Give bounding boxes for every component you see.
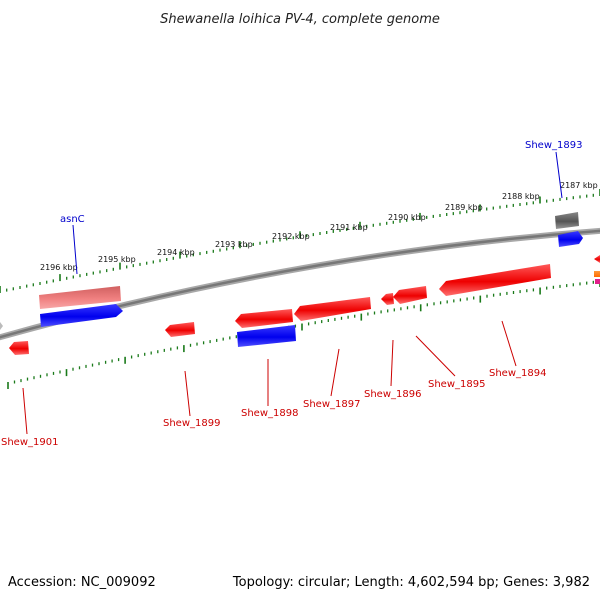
forward-gene-labels: asnC Shew_1893 <box>60 140 582 275</box>
gene-label-shew-1895[interactable]: Shew_1895 <box>428 379 485 390</box>
gene-label-shew-1896[interactable]: Shew_1896 <box>364 389 421 400</box>
reverse-gene-labels: Shew_1894 Shew_1895 Shew_1896 Shew_1897 … <box>1 320 546 448</box>
reverse-strand-features <box>0 264 551 355</box>
gene-shew-1898-feature[interactable] <box>235 309 293 328</box>
gene-asnc-blue-feature[interactable] <box>40 304 123 327</box>
outer-tick-ring <box>0 189 600 293</box>
shew-1896-leader-line <box>390 339 394 387</box>
map-title: Shewanella loihica PV-4, complete genome <box>160 12 440 27</box>
gene-shew-1901-feature[interactable] <box>9 341 29 355</box>
shew-1897-leader-line <box>330 348 340 397</box>
gene-edge-magenta-feature[interactable] <box>595 279 600 284</box>
gene-label-shew-1893[interactable]: Shew_1893 <box>525 140 582 151</box>
tick-label-2188: 2188 kbp <box>502 192 540 201</box>
gene-label-shew-1899[interactable]: Shew_1899 <box>163 418 220 429</box>
tick-label-2195: 2195 kbp <box>98 255 136 264</box>
gene-shew-1895-feature[interactable] <box>393 286 427 304</box>
shew-1895-leader-line <box>415 335 456 377</box>
tick-label-2191: 2191 kbp <box>330 223 368 232</box>
gene-edge-right-feature[interactable] <box>594 255 600 263</box>
tick-label-2187: 2187 kbp <box>560 181 598 190</box>
shew-1901-leader-line <box>22 387 28 435</box>
tick-label-2190: 2190 kbp <box>388 213 426 222</box>
gene-asnc-feature[interactable] <box>39 286 121 309</box>
gene-label-asnc[interactable]: asnC <box>60 214 85 225</box>
genome-summary-text: Topology: circular; Length: 4,602,594 bp… <box>232 575 590 590</box>
kbp-tick-labels: 2196 kbp 2195 kbp 2194 kbp 2193 kbp 2192… <box>40 181 598 272</box>
tick-label-2194: 2194 kbp <box>157 248 195 257</box>
asnc-leader-line <box>72 224 78 275</box>
gene-shew-1899-feature[interactable] <box>165 322 195 337</box>
gene-label-shew-1898[interactable]: Shew_1898 <box>241 408 298 419</box>
tick-label-2193: 2193 kbp <box>215 240 253 249</box>
tick-label-2196: 2196 kbp <box>40 263 78 272</box>
shew-1893-leader-line <box>555 151 563 199</box>
tick-label-2192: 2192 kbp <box>272 232 310 241</box>
gene-edge-orange-feature[interactable] <box>594 271 600 277</box>
gene-label-shew-1894[interactable]: Shew_1894 <box>489 368 546 379</box>
gene-shew-1897-feature[interactable] <box>294 297 371 321</box>
accession-text: Accession: NC_009092 <box>8 575 156 590</box>
gene-shew-1893-blue-feature[interactable] <box>558 231 583 247</box>
shew-1894-leader-line <box>501 320 517 367</box>
tick-label-2189: 2189 kbp <box>445 203 483 212</box>
forward-strand-features <box>39 212 600 327</box>
gene-shew-1894-feature[interactable] <box>439 264 551 296</box>
gene-shew-1898-blue-feature[interactable] <box>237 325 296 347</box>
gene-shew-1896-feature[interactable] <box>381 293 394 305</box>
gene-shew-1893-feature[interactable] <box>555 212 579 229</box>
shew-1899-leader-line <box>184 370 191 417</box>
gene-label-shew-1897[interactable]: Shew_1897 <box>303 399 360 410</box>
inner-tick-ring <box>7 280 600 389</box>
gene-label-shew-1901[interactable]: Shew_1901 <box>1 437 58 448</box>
gene-edge-left-feature[interactable] <box>0 322 3 330</box>
